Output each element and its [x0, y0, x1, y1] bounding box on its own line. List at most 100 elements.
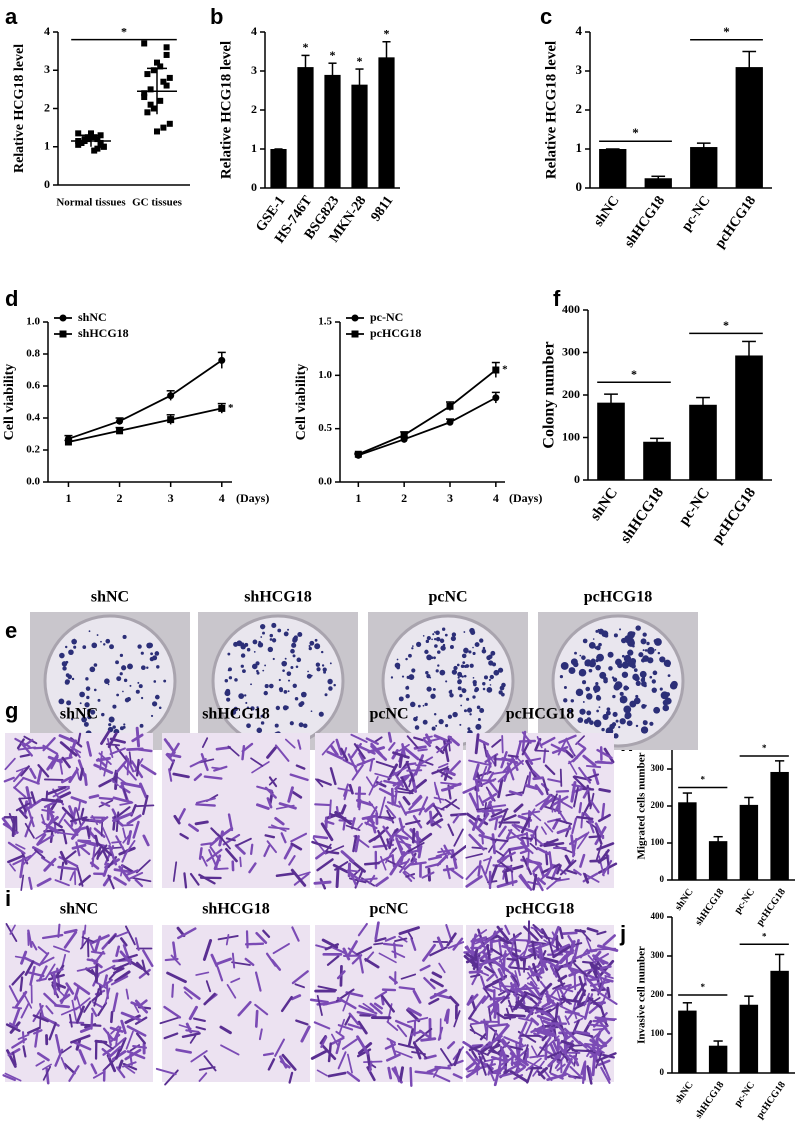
cell [426, 811, 440, 825]
cell [60, 1057, 67, 1070]
cell [530, 1017, 540, 1026]
y-tick-label: 100 [562, 429, 580, 443]
cell [452, 813, 460, 824]
colony [659, 656, 666, 663]
cell [358, 1004, 378, 1015]
cell [571, 1019, 580, 1037]
bar [297, 67, 314, 188]
cell [175, 1048, 192, 1054]
cell [597, 813, 611, 823]
cell [503, 871, 509, 884]
cell [491, 833, 496, 855]
colony [598, 628, 605, 635]
data-point [147, 101, 154, 108]
cell [532, 776, 545, 781]
cell [52, 972, 57, 996]
cell [332, 863, 349, 874]
cell [502, 868, 506, 880]
cell [501, 757, 519, 764]
cell [384, 848, 395, 864]
cell [513, 803, 524, 813]
cell [241, 744, 246, 761]
cell [468, 970, 483, 974]
colony [269, 633, 274, 638]
cell [394, 790, 414, 795]
photo [538, 612, 698, 750]
cell [387, 1066, 393, 1080]
cell [231, 952, 236, 969]
cell [315, 850, 327, 860]
colony [333, 683, 336, 687]
colony [278, 678, 281, 682]
colony [559, 675, 564, 679]
cell [266, 797, 273, 809]
cell [521, 731, 532, 744]
cell [112, 811, 134, 823]
cell [98, 983, 103, 995]
cell [468, 1017, 480, 1024]
cell [29, 767, 37, 780]
colony [472, 646, 474, 649]
cell [406, 929, 414, 940]
cell [508, 790, 523, 797]
colony [613, 633, 618, 638]
colony [416, 641, 422, 647]
cell [483, 1057, 501, 1063]
colony [435, 724, 438, 727]
cell [373, 1002, 384, 1010]
cell [4, 1072, 22, 1082]
cell [398, 986, 416, 991]
photo [162, 733, 311, 889]
cell [584, 1042, 606, 1048]
cell [104, 845, 115, 866]
cell [590, 799, 600, 814]
colony [440, 645, 446, 651]
cell [262, 1052, 275, 1057]
colony [462, 661, 466, 665]
y-tick-label: 300 [562, 344, 580, 358]
marker [492, 366, 500, 374]
cell [581, 1069, 586, 1085]
cell [496, 925, 510, 941]
colony [630, 644, 633, 647]
data-point [100, 143, 107, 150]
cell [580, 811, 584, 829]
y-tick-label: 0.0 [318, 476, 332, 488]
colony [592, 638, 595, 640]
cell [340, 747, 349, 762]
cell [203, 992, 216, 1006]
cell [353, 743, 366, 760]
colony [224, 690, 231, 697]
cell [2, 1074, 17, 1082]
cell [594, 1016, 616, 1022]
colony [444, 633, 448, 637]
y-tick-label: 3 [251, 63, 257, 77]
colony [469, 627, 475, 634]
cell [561, 801, 573, 809]
colony [593, 719, 602, 728]
cell [202, 939, 213, 961]
cell [291, 926, 300, 942]
cell [164, 1069, 179, 1086]
cell [396, 786, 411, 792]
cell [32, 1004, 44, 1023]
colony [459, 674, 463, 678]
cell [227, 745, 240, 757]
colony [242, 669, 246, 674]
cell [234, 844, 246, 855]
cell [23, 738, 34, 747]
colony [582, 638, 588, 644]
colony [278, 687, 283, 692]
cell [537, 1066, 548, 1076]
x-axis-label: (Days) [236, 491, 269, 505]
cell [429, 978, 444, 988]
data-point [166, 120, 173, 127]
significance-star: * [632, 125, 639, 140]
cell [412, 794, 422, 806]
colony [231, 709, 237, 715]
cell [96, 842, 113, 857]
cell [567, 964, 576, 977]
colony [85, 686, 91, 691]
cell [46, 754, 59, 771]
cell [190, 1050, 208, 1063]
